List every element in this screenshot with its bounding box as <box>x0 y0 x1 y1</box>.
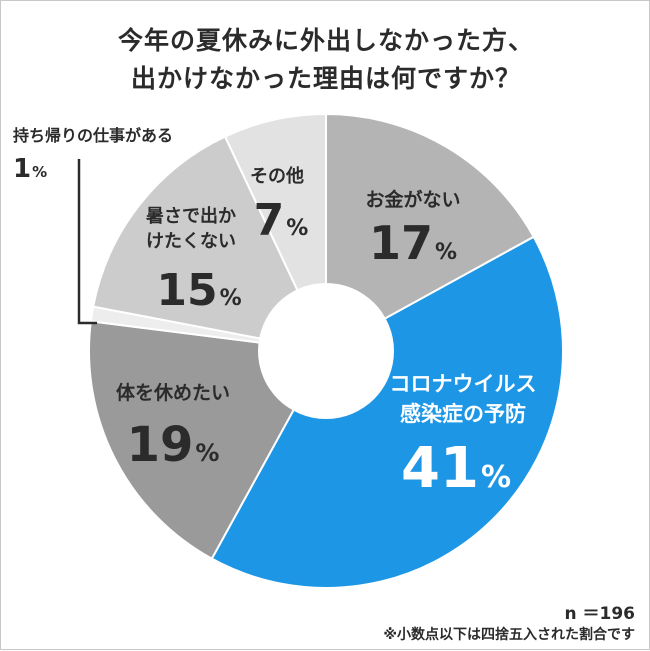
label-atsusa-line2: けたくない <box>146 231 236 252</box>
pct-atsusa: 15% <box>156 265 241 316</box>
pct-sonota: 7% <box>254 195 309 246</box>
pct-okane-value: 17 <box>369 216 433 270</box>
pct-okane-unit: % <box>435 240 457 265</box>
pie-slice-4 <box>92 135 328 353</box>
leader-line <box>77 159 97 325</box>
pie-slice-1 <box>210 235 564 589</box>
pct-corona-unit: % <box>481 460 511 495</box>
pct-atsusa-value: 15 <box>156 265 217 316</box>
pct-okane: 17% <box>369 216 457 270</box>
pct-corona-value: 41 <box>401 436 479 501</box>
label-mochikaeri: 持ち帰りの仕事がある <box>13 126 173 145</box>
pct-yasumi: 19% <box>127 417 220 473</box>
label-okane: お金がない <box>365 188 460 211</box>
pct-mochikaeri-value: 1 <box>13 154 31 184</box>
label-atsusa-line1: 暑さで出か <box>146 205 236 227</box>
label-corona-line2: 感染症の予防 <box>400 402 526 426</box>
pct-atsusa-unit: % <box>220 286 242 311</box>
sample-size: n ＝196 <box>564 604 635 624</box>
pct-sonota-unit: % <box>286 216 308 241</box>
chart-title-line2: 出かけなかった理由は何ですか？ <box>130 64 521 93</box>
pct-mochikaeri: 1% <box>13 154 47 184</box>
donut-hole <box>258 283 394 419</box>
pct-sonota-value: 7 <box>254 195 285 246</box>
label-corona-line1: コロナウイルス <box>390 372 537 396</box>
pct-corona: 41% <box>401 436 511 501</box>
pct-yasumi-value: 19 <box>127 417 194 473</box>
chart-title-line1: 今年の夏休みに外出しなかった方、 <box>117 26 534 55</box>
pie-slice-0 <box>325 112 536 353</box>
rounding-note: ※小数点以下は四捨五入された割合です <box>383 627 635 643</box>
pct-mochikaeri-unit: % <box>32 163 47 181</box>
pct-yasumi-unit: % <box>195 439 219 467</box>
label-sonota: その他 <box>250 165 304 187</box>
label-yasumi: 体を休めたい <box>116 381 230 404</box>
